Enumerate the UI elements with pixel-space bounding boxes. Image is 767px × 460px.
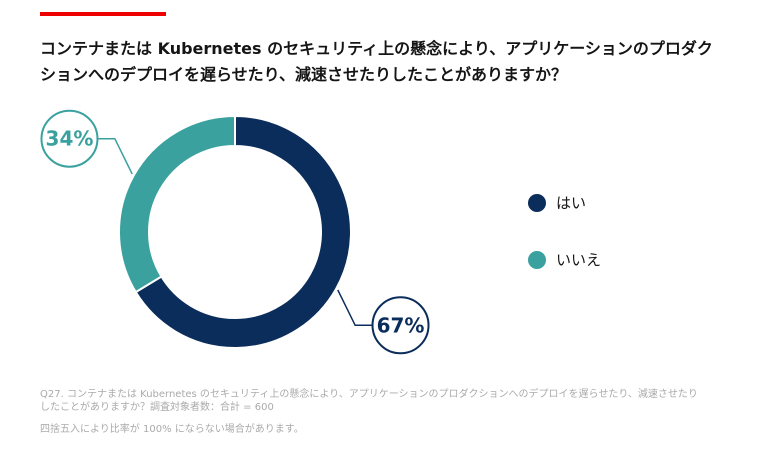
legend-label: いいえ	[556, 251, 601, 269]
footnotes: Q27. コンテナまたは Kubernetes のセキュリティ上の懸念により、ア…	[40, 388, 700, 445]
value-label: 34%	[46, 127, 94, 151]
label-ring	[371, 296, 430, 355]
donut-segment	[134, 114, 352, 349]
legend-label: はい	[556, 194, 586, 212]
leader-line	[97, 137, 133, 175]
accent-bar	[40, 12, 166, 16]
donut-segment	[118, 114, 236, 294]
chart-title: コンテナまたは Kubernetes のセキュリティ上の懸念により、アプリケーシ…	[40, 39, 713, 84]
value-label: 67%	[377, 313, 425, 337]
label-ring	[40, 109, 99, 168]
leader-line	[337, 289, 373, 327]
footnote: Q27. コンテナまたは Kubernetes のセキュリティ上の懸念により、ア…	[40, 389, 698, 413]
legend-swatch	[528, 194, 546, 212]
footnote: 四捨五入により比率が 100% にならない場合があります。	[40, 424, 304, 435]
legend-swatch	[528, 251, 546, 269]
